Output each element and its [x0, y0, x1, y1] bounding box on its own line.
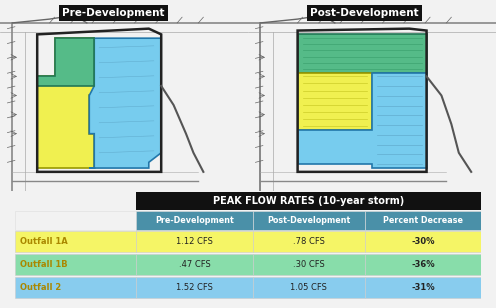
FancyBboxPatch shape	[136, 192, 481, 210]
FancyBboxPatch shape	[136, 231, 252, 253]
FancyBboxPatch shape	[136, 212, 252, 230]
Text: .30 CFS: .30 CFS	[293, 260, 324, 269]
Text: Pre-Development: Pre-Development	[155, 216, 234, 225]
Text: Pre-Development: Pre-Development	[62, 8, 165, 18]
Text: 1.05 CFS: 1.05 CFS	[290, 283, 327, 292]
Polygon shape	[298, 73, 427, 168]
Text: .78 CFS: .78 CFS	[293, 237, 324, 246]
FancyBboxPatch shape	[15, 277, 136, 298]
FancyBboxPatch shape	[252, 212, 365, 230]
FancyBboxPatch shape	[252, 277, 365, 298]
FancyBboxPatch shape	[15, 254, 136, 275]
Text: PEAK FLOW RATES (10-year storm): PEAK FLOW RATES (10-year storm)	[213, 196, 404, 206]
FancyBboxPatch shape	[365, 277, 481, 298]
FancyBboxPatch shape	[15, 212, 136, 230]
Text: Post-Development: Post-Development	[267, 216, 350, 225]
Text: Outfall 1A: Outfall 1A	[19, 237, 67, 246]
Text: -31%: -31%	[411, 283, 434, 292]
Text: -36%: -36%	[411, 260, 434, 269]
Text: 1.12 CFS: 1.12 CFS	[176, 237, 213, 246]
Polygon shape	[298, 34, 427, 73]
Polygon shape	[89, 38, 161, 168]
Text: 1.52 CFS: 1.52 CFS	[176, 283, 213, 292]
FancyBboxPatch shape	[365, 212, 481, 230]
FancyBboxPatch shape	[15, 231, 136, 253]
FancyBboxPatch shape	[136, 254, 252, 275]
Polygon shape	[37, 38, 94, 168]
Text: Outfall 2: Outfall 2	[19, 283, 61, 292]
Polygon shape	[298, 73, 372, 130]
FancyBboxPatch shape	[365, 254, 481, 275]
FancyBboxPatch shape	[136, 277, 252, 298]
Text: .47 CFS: .47 CFS	[179, 260, 210, 269]
FancyBboxPatch shape	[252, 254, 365, 275]
Text: Percent Decrease: Percent Decrease	[383, 216, 463, 225]
FancyBboxPatch shape	[252, 231, 365, 253]
Text: -30%: -30%	[411, 237, 434, 246]
FancyBboxPatch shape	[365, 231, 481, 253]
Text: Outfall 1B: Outfall 1B	[19, 260, 67, 269]
Polygon shape	[37, 38, 94, 86]
Text: Post-Development: Post-Development	[310, 8, 419, 18]
